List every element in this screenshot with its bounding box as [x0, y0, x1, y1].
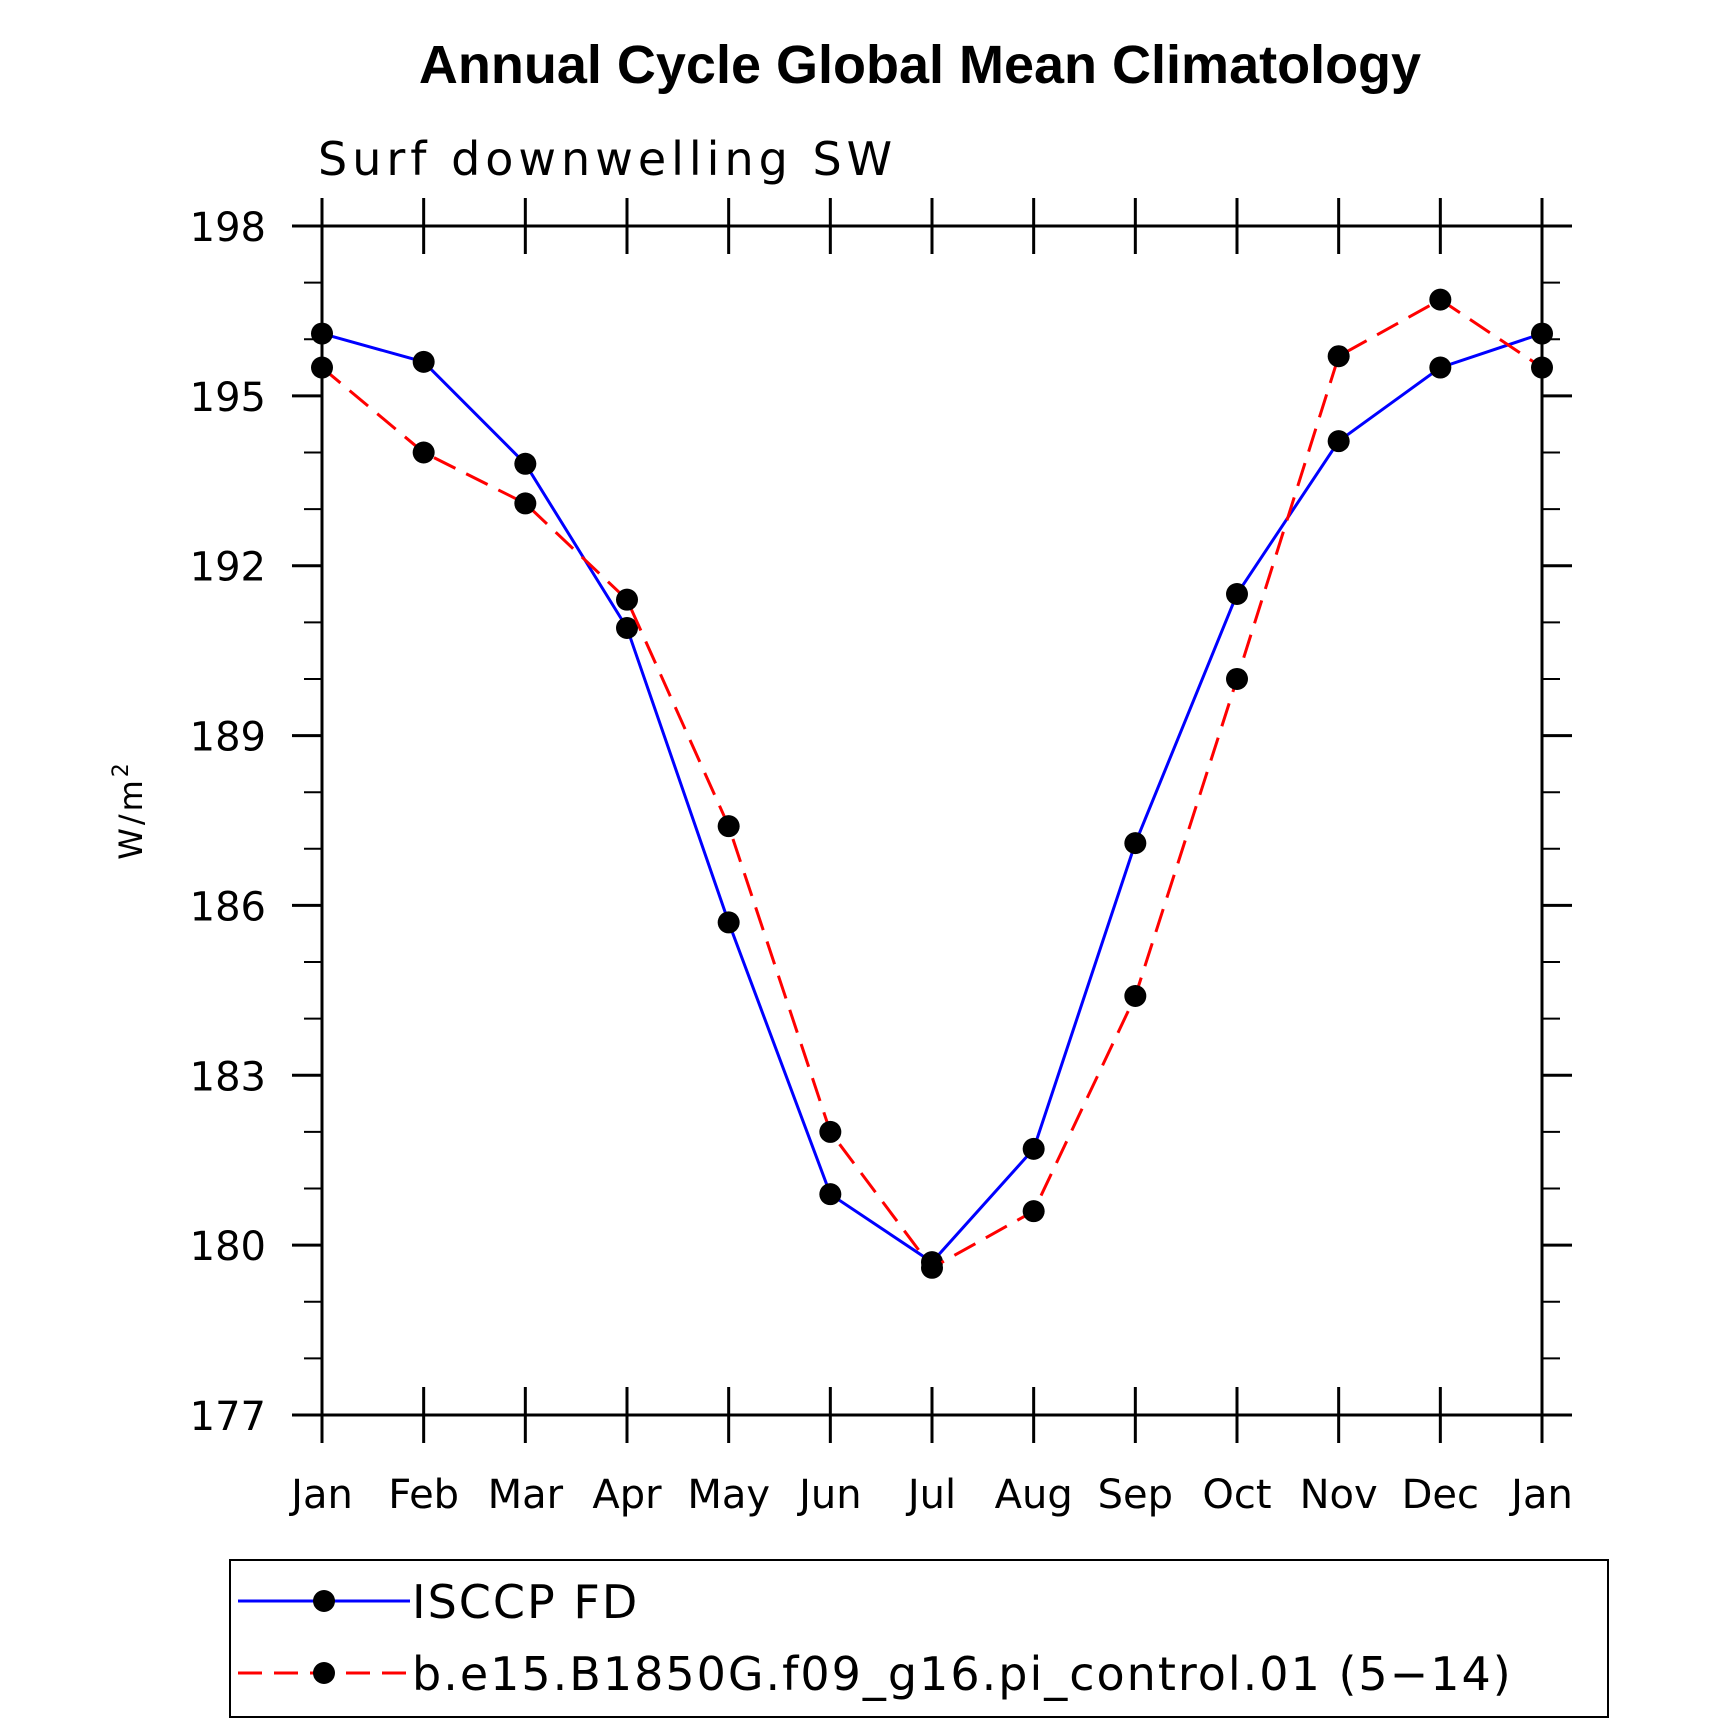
data-point — [1429, 288, 1452, 311]
legend: ISCCP FD b.e15.B1850G.f09_g16.pi_control.… — [229, 1559, 1609, 1718]
data-point — [1124, 832, 1147, 855]
data-point — [1429, 356, 1452, 379]
data-point — [412, 350, 435, 373]
x-tick-label: May — [687, 1472, 770, 1518]
data-point — [1531, 322, 1553, 345]
y-axis-label: W/m2 — [109, 760, 150, 860]
x-tick-label: Feb — [388, 1472, 459, 1518]
chart-subtitle: Surf downwelling SW — [318, 132, 897, 186]
y-tick-label: 180 — [190, 1224, 266, 1270]
y-tick-label: 183 — [190, 1054, 266, 1100]
data-point — [1226, 583, 1248, 606]
plot-frame — [320, 224, 1544, 1417]
chart-title: Annual Cycle Global Mean Climatology — [419, 35, 1421, 95]
ticks — [292, 198, 1572, 1443]
data-point — [819, 1183, 842, 1206]
x-tick-label: Nov — [1300, 1472, 1378, 1518]
axes — [320, 224, 1544, 1417]
series-layer — [311, 288, 1553, 1279]
legend-marker-2 — [313, 1662, 335, 1684]
data-point — [1327, 345, 1350, 368]
x-tick-label: Jan — [1508, 1472, 1573, 1518]
data-point — [717, 815, 740, 838]
legend-label-1: ISCCP FD — [412, 1575, 639, 1629]
data-point — [819, 1120, 842, 1143]
y-tick-label: 192 — [190, 545, 266, 591]
x-tick-label: Dec — [1402, 1472, 1479, 1518]
data-point — [1327, 430, 1350, 453]
y-tick-label: 189 — [190, 715, 266, 761]
x-tick-label: Jun — [796, 1472, 862, 1518]
data-point — [412, 441, 435, 464]
x-tick-label: Jul — [905, 1472, 956, 1518]
x-tick-label: Sep — [1098, 1472, 1173, 1518]
legend-marker-1 — [313, 1590, 335, 1612]
data-point — [1022, 1200, 1045, 1223]
legend-box — [229, 1559, 1609, 1718]
x-tick-label: Aug — [995, 1472, 1073, 1518]
data-point — [311, 356, 333, 379]
series-1-line — [321, 332, 1543, 1265]
series-1 — [311, 322, 1553, 1274]
tick-labels: 177 180 183 186 189 192 195 198 Jan Feb Mar Apr May J… — [190, 205, 1573, 1518]
data-point — [1124, 985, 1147, 1008]
series-2 — [311, 288, 1553, 1279]
y-axis-label-superscript: 2 — [109, 760, 134, 777]
y-tick-label: 195 — [190, 375, 266, 421]
data-point — [616, 588, 638, 611]
y-axis-label-unit: W/m — [112, 777, 150, 860]
x-tick-label: Oct — [1202, 1472, 1271, 1518]
data-point — [514, 492, 537, 515]
data-point — [1531, 356, 1553, 379]
x-tick-label: Mar — [488, 1472, 564, 1518]
y-tick-label: 198 — [190, 205, 266, 251]
data-point — [1022, 1137, 1045, 1160]
data-point — [1226, 667, 1248, 690]
data-point — [921, 1256, 943, 1279]
legend-label-2: b.e15.B1850G.f09_g16.pi_control.01 (5−14… — [412, 1647, 1513, 1701]
data-point — [717, 911, 740, 934]
data-point — [514, 452, 537, 475]
x-tick-label: Jan — [288, 1472, 353, 1518]
data-point — [311, 322, 333, 345]
x-tick-label: Apr — [592, 1472, 662, 1518]
data-point — [616, 616, 638, 639]
y-tick-label: 177 — [190, 1394, 266, 1440]
y-tick-label: 186 — [190, 884, 266, 930]
